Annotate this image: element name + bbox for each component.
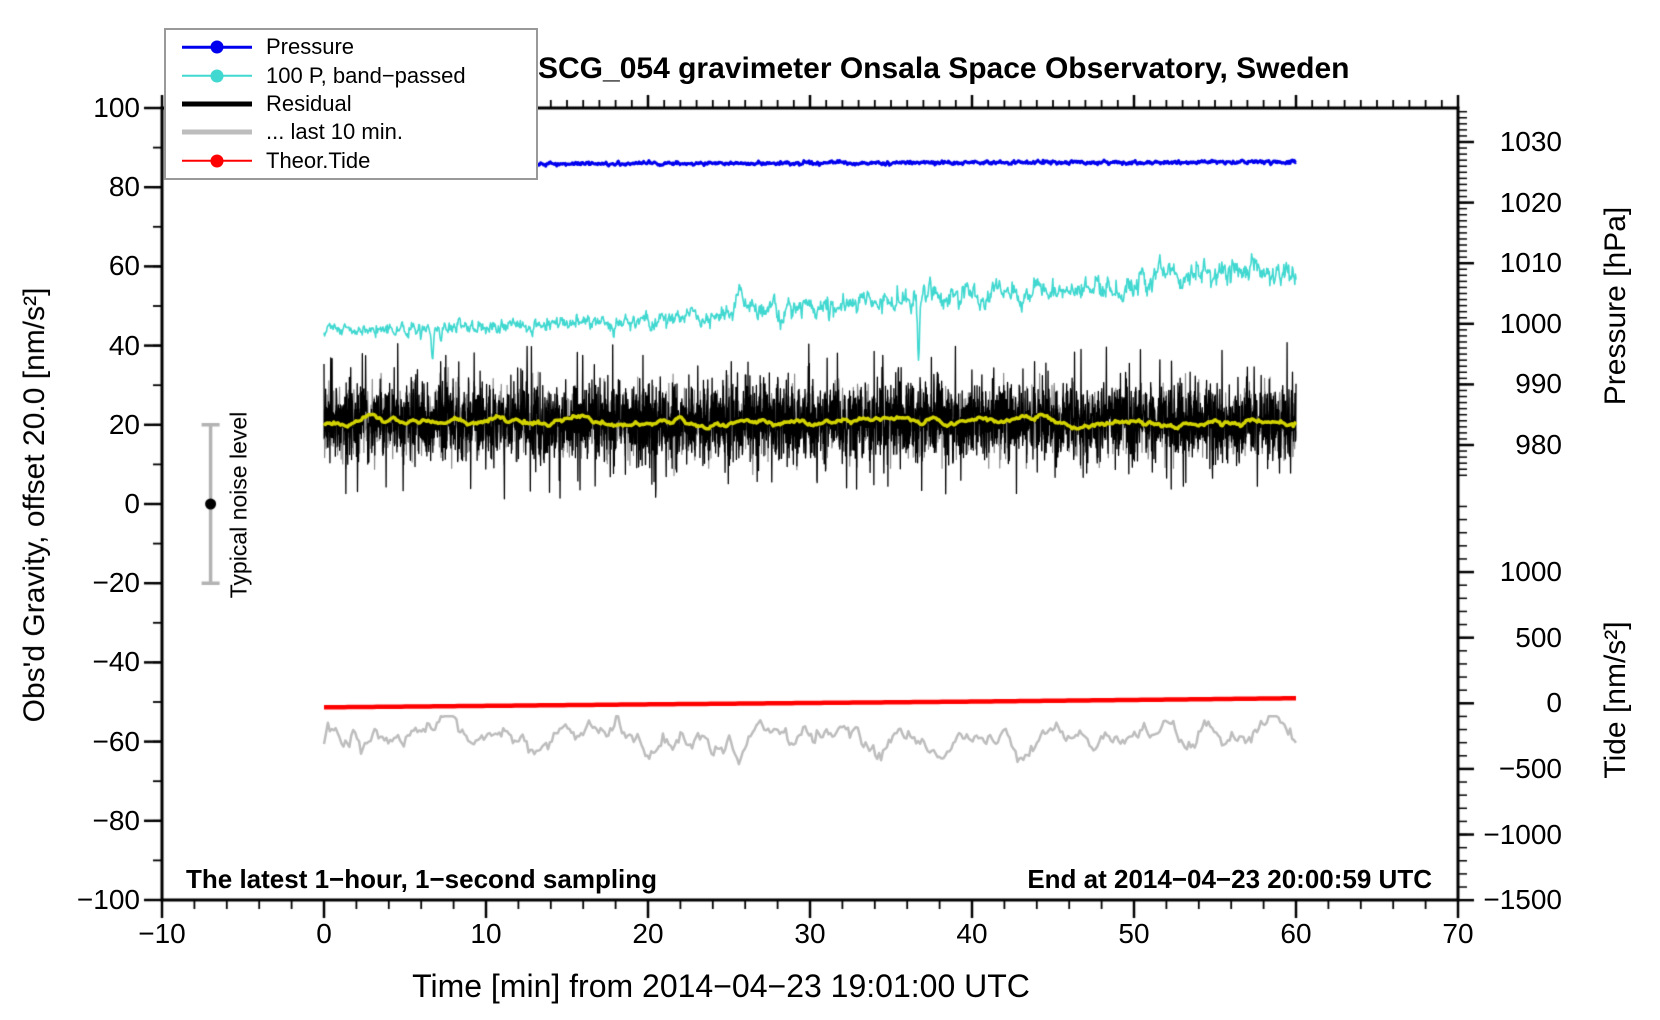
tide-tick-label: −1000: [1483, 818, 1562, 850]
bandpassed-dot-icon: [210, 69, 224, 83]
legend-sample-last10min: [182, 124, 252, 140]
left-tick-label: 0: [124, 488, 140, 519]
noise-level-label: Typical noise level: [225, 411, 252, 599]
pressure-tick-label: 990: [1515, 368, 1562, 400]
legend-label: Pressure: [266, 34, 355, 60]
pressure-tick-label: 1010: [1499, 247, 1562, 279]
left-tick-label: −40: [92, 646, 141, 678]
bottom-tick-label: 70: [1442, 918, 1474, 949]
legend: Pressure 100 P, band−passed Residual ...…: [164, 28, 538, 180]
legend-label: 100 P, band−passed: [266, 62, 466, 88]
legend-item-bandpassed: 100 P, band−passed: [182, 63, 536, 89]
bottom-tick-label: −10: [138, 918, 186, 949]
legend-item-theor-tide: Theor.Tide: [182, 148, 536, 174]
legend-sample-pressure: [182, 39, 252, 55]
x-axis-label: Time [min] from 2014−04−23 19:01:00 UTC: [412, 968, 1030, 1004]
tide-axis-label: Tide [nm/s²]: [1599, 621, 1632, 779]
pressure-dot-icon: [210, 40, 224, 54]
tide-tick-label: −500: [1498, 752, 1562, 784]
left-tick-label: 80: [108, 171, 140, 203]
left-axis-label: Obs'd Gravity, offset 20.0 [nm/s²]: [18, 287, 51, 723]
legend-item-pressure: Pressure: [182, 34, 536, 60]
left-tick-label: −20: [92, 567, 141, 599]
legend-item-residual: Residual: [182, 91, 536, 117]
left-tick-label: 20: [108, 408, 140, 440]
left-tick-label: −80: [92, 804, 141, 836]
bottom-tick-label: 30: [794, 918, 826, 949]
bottom-tick-label: 20: [632, 918, 664, 949]
chart-title: SCG_054 gravimeter Onsala Space Observat…: [538, 52, 1350, 85]
legend-sample-residual: [182, 96, 252, 112]
bottom-tick-label: 40: [956, 918, 988, 949]
legend-sample-bandpassed: [182, 68, 252, 84]
pressure-axis-label: Pressure [hPa]: [1599, 206, 1632, 406]
left-tick-label: 60: [108, 250, 140, 282]
left-tick-label: −100: [76, 884, 140, 915]
last10min-line-swatch: [182, 129, 252, 135]
tide-tick-label: 500: [1515, 621, 1562, 653]
pressure-tick-label: 1020: [1499, 186, 1562, 218]
legend-label: Residual: [266, 90, 352, 116]
bottom-tick-label: 10: [470, 918, 502, 949]
legend-item-last10min: ... last 10 min.: [182, 119, 536, 145]
left-tick-label: 40: [108, 329, 140, 361]
tide-tick-label: 1000: [1499, 556, 1562, 588]
bottom-tick-label: 50: [1118, 918, 1150, 949]
legend-label: Theor.Tide: [266, 147, 371, 173]
end-time-note: End at 2014−04−23 20:00:59 UTC: [1027, 864, 1432, 894]
left-tick-label: 100: [93, 92, 140, 123]
bottom-tick-label: 60: [1280, 918, 1312, 949]
sampling-note: The latest 1−hour, 1−second sampling: [186, 864, 658, 894]
tide-tick-label: −1500: [1483, 884, 1562, 916]
legend-sample-theor-tide: [182, 153, 252, 169]
theor-tide-dot-icon: [210, 154, 224, 168]
pressure-tick-label: 1000: [1499, 307, 1562, 339]
left-tick-label: −60: [92, 725, 141, 757]
bottom-tick-label: 0: [316, 918, 332, 949]
legend-label: ... last 10 min.: [266, 119, 403, 145]
residual-line-swatch: [182, 101, 252, 107]
pressure-tick-label: 980: [1515, 429, 1562, 460]
tide-tick-label: 0: [1546, 687, 1562, 719]
pressure-tick-label: 1030: [1499, 126, 1562, 157]
